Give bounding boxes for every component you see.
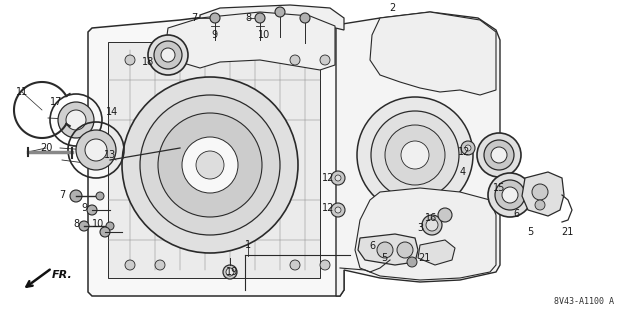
Circle shape — [397, 242, 413, 258]
Circle shape — [377, 242, 393, 258]
Text: 17: 17 — [50, 97, 62, 107]
Circle shape — [371, 111, 459, 199]
Text: 11: 11 — [16, 87, 28, 97]
Text: 10: 10 — [258, 30, 270, 40]
Circle shape — [331, 203, 345, 217]
Circle shape — [140, 95, 280, 235]
Text: FR.: FR. — [52, 270, 73, 280]
Circle shape — [320, 55, 330, 65]
Text: 18: 18 — [142, 57, 154, 67]
Text: 8: 8 — [73, 219, 79, 229]
Circle shape — [70, 190, 82, 202]
Text: 21: 21 — [561, 227, 573, 237]
Circle shape — [477, 133, 521, 177]
Circle shape — [335, 175, 341, 181]
Circle shape — [66, 110, 86, 130]
Circle shape — [385, 125, 445, 185]
Circle shape — [155, 55, 165, 65]
Circle shape — [79, 221, 89, 231]
Text: 16: 16 — [425, 213, 437, 223]
Circle shape — [401, 141, 429, 169]
Circle shape — [407, 257, 417, 267]
Polygon shape — [336, 12, 500, 296]
Circle shape — [438, 208, 452, 222]
Text: 7: 7 — [191, 13, 197, 23]
Circle shape — [300, 13, 310, 23]
Text: 9: 9 — [211, 30, 217, 40]
Circle shape — [465, 145, 471, 151]
Circle shape — [335, 207, 341, 213]
Text: 5: 5 — [527, 227, 533, 237]
Circle shape — [85, 139, 107, 161]
Circle shape — [226, 268, 234, 276]
Circle shape — [223, 265, 237, 279]
Circle shape — [155, 260, 165, 270]
Circle shape — [488, 173, 532, 217]
Circle shape — [148, 35, 188, 75]
Circle shape — [125, 260, 135, 270]
Text: 8V43-A1100 A: 8V43-A1100 A — [554, 297, 614, 306]
Polygon shape — [108, 42, 320, 278]
Circle shape — [532, 184, 548, 200]
Circle shape — [426, 219, 438, 231]
Circle shape — [158, 113, 262, 217]
Text: 9: 9 — [81, 203, 87, 213]
Circle shape — [196, 151, 224, 179]
Polygon shape — [355, 188, 496, 280]
Circle shape — [275, 7, 285, 17]
Text: 20: 20 — [40, 143, 52, 153]
Text: 10: 10 — [92, 219, 104, 229]
Text: 6: 6 — [369, 241, 375, 251]
Circle shape — [290, 260, 300, 270]
Text: 14: 14 — [106, 107, 118, 117]
Text: 7: 7 — [59, 190, 65, 200]
Text: 6: 6 — [513, 209, 519, 219]
Circle shape — [495, 180, 525, 210]
Circle shape — [484, 140, 514, 170]
Polygon shape — [165, 12, 335, 70]
Text: 2: 2 — [389, 3, 395, 13]
Circle shape — [461, 141, 475, 155]
Circle shape — [161, 48, 175, 62]
Text: 19: 19 — [226, 267, 238, 277]
Text: 15: 15 — [493, 183, 505, 193]
Circle shape — [125, 55, 135, 65]
Circle shape — [422, 215, 442, 235]
Circle shape — [255, 13, 265, 23]
Circle shape — [96, 192, 104, 200]
Circle shape — [122, 77, 298, 253]
Circle shape — [76, 130, 116, 170]
Polygon shape — [88, 15, 344, 296]
Text: 12: 12 — [322, 173, 334, 183]
Polygon shape — [200, 5, 344, 30]
Circle shape — [502, 187, 518, 203]
Text: 13: 13 — [104, 150, 116, 160]
Circle shape — [210, 13, 220, 23]
Text: 5: 5 — [381, 253, 387, 263]
Circle shape — [154, 41, 182, 69]
Polygon shape — [358, 234, 418, 265]
Text: 4: 4 — [460, 167, 466, 177]
Circle shape — [491, 147, 507, 163]
Text: 8: 8 — [245, 13, 251, 23]
Circle shape — [320, 260, 330, 270]
Polygon shape — [370, 12, 496, 95]
Text: 1: 1 — [245, 240, 251, 250]
Circle shape — [357, 97, 473, 213]
Circle shape — [87, 205, 97, 215]
Text: 21: 21 — [418, 253, 430, 263]
Text: 3: 3 — [417, 223, 423, 233]
Text: 12: 12 — [458, 147, 470, 157]
Circle shape — [331, 171, 345, 185]
Polygon shape — [522, 172, 564, 216]
Text: 12: 12 — [322, 203, 334, 213]
Polygon shape — [418, 240, 455, 265]
Circle shape — [182, 137, 238, 193]
Circle shape — [290, 55, 300, 65]
Circle shape — [58, 102, 94, 138]
Circle shape — [100, 227, 110, 237]
Circle shape — [535, 200, 545, 210]
Circle shape — [106, 222, 114, 230]
